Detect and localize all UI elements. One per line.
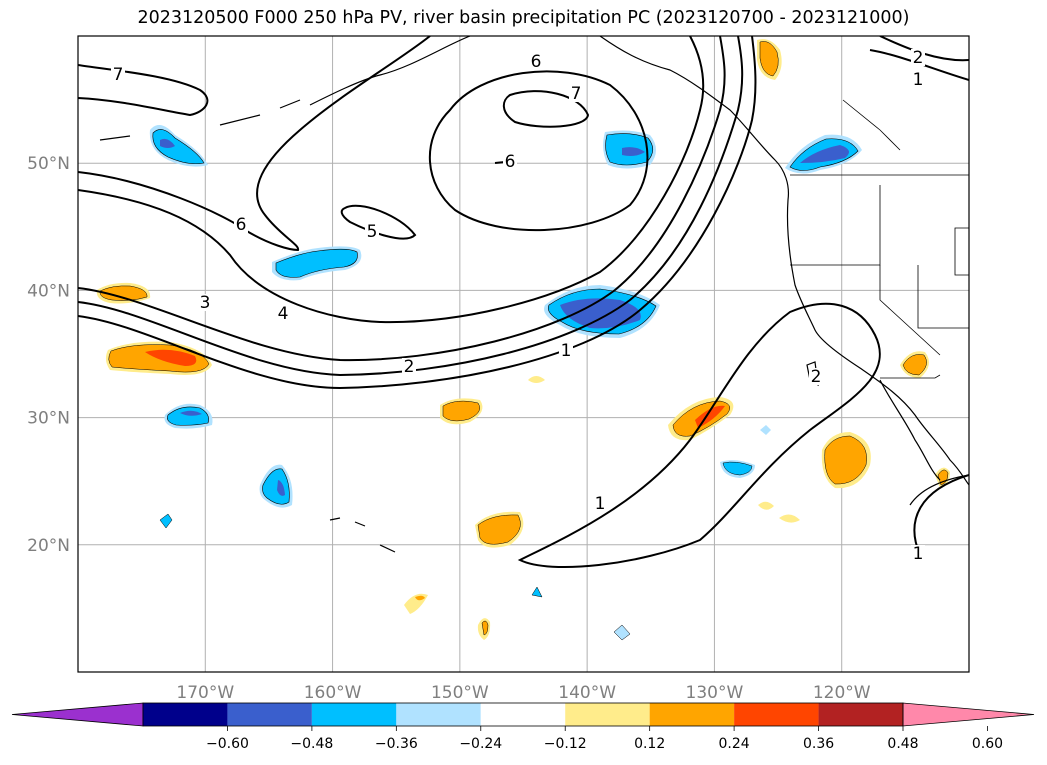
colorbar-tick-label: −0.48 bbox=[290, 736, 333, 752]
contour-label-bg bbox=[559, 342, 573, 359]
colorbar-tick-label: 0.24 bbox=[719, 736, 750, 752]
colorbar-tick-label: −0.60 bbox=[206, 736, 249, 752]
pv-contour-3 bbox=[78, 36, 726, 362]
state-borders bbox=[790, 99, 969, 379]
contour-label-bg bbox=[402, 358, 416, 375]
colorbar-segment bbox=[396, 703, 481, 726]
contour-label-bg bbox=[569, 85, 583, 102]
colorbar-segment bbox=[565, 703, 650, 726]
colorbar-segment bbox=[480, 703, 566, 726]
positive-precip-features bbox=[96, 39, 950, 640]
colorbar-segment bbox=[818, 703, 903, 726]
pv-contour-label: 2 bbox=[404, 357, 415, 377]
lon-tick-label: 160°W bbox=[304, 683, 362, 703]
longitude-tick-labels: 170°W 160°W 150°W 140°W 130°W 120°W bbox=[176, 683, 870, 703]
colorbar-segment bbox=[311, 703, 397, 726]
pv-contour-label: 3 bbox=[200, 293, 211, 313]
pv-contour-7 bbox=[502, 90, 590, 128]
lat-tick-label: 20°N bbox=[27, 536, 70, 556]
pv-contour-label: 2 bbox=[811, 367, 822, 387]
contour-label-bg bbox=[503, 153, 517, 170]
pv-contour-label: 4 bbox=[278, 304, 289, 324]
pv-contour-label: 2 bbox=[913, 48, 924, 68]
contour-label-bg bbox=[198, 294, 212, 311]
coastlines bbox=[99, 36, 969, 553]
colorbar-segment bbox=[649, 703, 735, 726]
pv-contour-label: 6 bbox=[531, 52, 542, 72]
contour-label-bg bbox=[911, 71, 925, 88]
pv-contour-5 bbox=[78, 36, 431, 252]
lon-tick-label: 170°W bbox=[176, 683, 234, 703]
pv-contour-label: 5 bbox=[367, 222, 378, 242]
pv-contour-4 bbox=[78, 36, 705, 324]
colorbar-extend-high bbox=[902, 702, 1035, 727]
lat-tick-label: 40°N bbox=[27, 281, 70, 301]
colorbar-extend-low bbox=[11, 702, 144, 727]
pv-contour-8 bbox=[340, 204, 417, 240]
contour-label-bg bbox=[276, 305, 290, 322]
colorbar-tick-label: 0.48 bbox=[887, 736, 918, 752]
map-area bbox=[78, 36, 969, 672]
map-frame bbox=[77, 35, 970, 673]
colorbar-tick-label: −0.36 bbox=[375, 736, 418, 752]
lon-tick-label: 150°W bbox=[431, 683, 489, 703]
colorbar-segment bbox=[143, 703, 228, 726]
precipitation-shading bbox=[96, 39, 950, 641]
contour-label-bg bbox=[234, 216, 248, 233]
latitude-tick-labels: 50°N 40°N 30°N 20°N bbox=[27, 154, 70, 556]
pv-contour-9 bbox=[78, 64, 209, 117]
colorbar-tick-label: 0.12 bbox=[634, 736, 665, 752]
negative-precip-features bbox=[149, 125, 862, 641]
pv-contour-label: 1 bbox=[913, 70, 924, 90]
colorbar-tick-label: 0.36 bbox=[803, 736, 834, 752]
pv-contour-label: 6 bbox=[236, 215, 247, 235]
lat-tick-label: 50°N bbox=[27, 154, 70, 174]
lon-tick-label: 130°W bbox=[686, 683, 744, 703]
colorbar-tick-label: −0.12 bbox=[544, 736, 587, 752]
contour-label-bg bbox=[911, 49, 925, 66]
colorbar-segment bbox=[734, 703, 819, 726]
lon-tick-label: 120°W bbox=[813, 683, 871, 703]
contour-label-bg bbox=[809, 368, 823, 385]
colorbar-segment bbox=[227, 703, 312, 726]
contour-label-bg bbox=[111, 66, 125, 83]
pv-contour-10 bbox=[517, 302, 881, 568]
contour-label-bg bbox=[593, 495, 607, 512]
colorbar-tick-label: −0.24 bbox=[459, 736, 502, 752]
contour-label-bg bbox=[529, 53, 543, 70]
pv-contour-label: 1 bbox=[913, 544, 924, 564]
pv-contour-label: 6 bbox=[505, 152, 516, 172]
pv-contour-2 bbox=[78, 36, 744, 377]
figure-title: 2023120500 F000 250 hPa PV, river basin … bbox=[137, 8, 910, 28]
colorbar-frame bbox=[142, 702, 904, 727]
pv-contour-13 bbox=[913, 474, 969, 556]
lon-tick-label: 140°W bbox=[558, 683, 616, 703]
pv-contour-label: 1 bbox=[595, 494, 606, 514]
lat-tick-label: 30°N bbox=[27, 409, 70, 429]
contour-label-bg bbox=[365, 223, 379, 240]
colorbar-tick-label: 0.60 bbox=[972, 736, 1003, 752]
colorbar: −0.60 −0.48 −0.36 −0.24 −0.12 0.12 0.24 0.36 0.4… bbox=[11, 702, 1035, 752]
pv-contour-1 bbox=[78, 36, 757, 390]
pv-contour-6 bbox=[429, 70, 649, 232]
contour-label-bg bbox=[911, 545, 925, 562]
pv-contour-label: 7 bbox=[113, 65, 124, 85]
pv-contour-label: 1 bbox=[561, 341, 572, 361]
pv-contour-label: 7 bbox=[571, 84, 582, 104]
